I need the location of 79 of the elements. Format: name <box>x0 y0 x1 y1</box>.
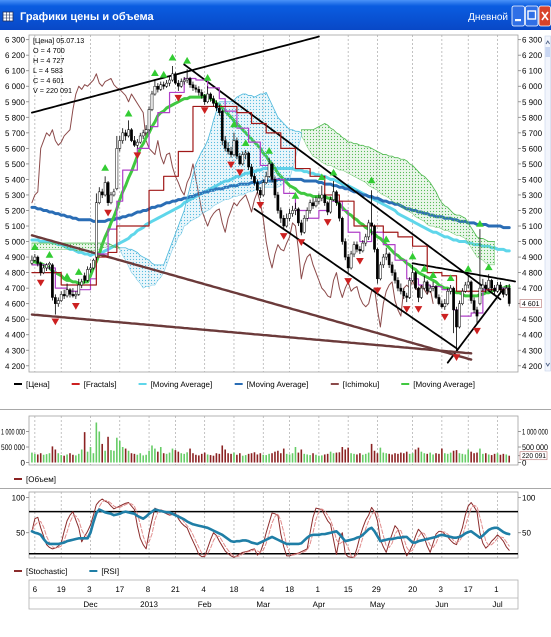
y-tick-label: 6 300 <box>4 36 26 45</box>
x-tick-label: 18 <box>285 585 295 594</box>
legend-label: [Moving Average] <box>150 380 212 389</box>
y2-tick-label: 4 700 <box>522 284 543 294</box>
y2-tick-label: 5 200 <box>522 206 543 216</box>
y-tick-label: 5 800 <box>4 113 26 122</box>
x-tick-label: 6 <box>32 585 38 594</box>
x-tick-label: 21 <box>170 585 180 594</box>
y2-tick-label: 5 400 <box>522 175 543 184</box>
y2-tick-label: 5 000 <box>522 238 543 247</box>
y-tick-label: 6 000 <box>4 82 26 92</box>
legend-label: [RSI] <box>101 567 120 576</box>
x-tick-label: 19 <box>56 585 66 594</box>
chart-subtitle: Дневной <box>468 12 508 23</box>
x-tick-label: 17 <box>464 585 474 594</box>
y-tick-label: 100 <box>12 494 26 503</box>
y2-tick-label: 5 100 <box>522 222 543 232</box>
y2-tick-label: 100 <box>522 494 536 503</box>
legend-label: [Цена] <box>26 380 50 389</box>
x-tick-label: 3 Dec <box>83 585 98 609</box>
y-tick-label: 4 400 <box>4 330 26 340</box>
y-tick-label: 500 000 <box>1 442 25 452</box>
y2-tick-label: 6 300 <box>522 36 543 45</box>
y2-tick-label: 6 200 <box>522 51 543 60</box>
chart-title: Графики цены и объема <box>20 11 155 23</box>
y-tick-label: 5 100 <box>4 222 26 232</box>
y2-tick-label: 5 800 <box>522 113 543 122</box>
legend-label: [Moving Average] <box>413 380 475 389</box>
y-tick-label: 4 600 <box>4 300 26 309</box>
x-tick-label: 1 Apr <box>312 585 326 609</box>
y2-tick-label: 4 200 <box>522 362 543 371</box>
y2-tick-label: 4 500 <box>522 315 543 324</box>
y2-tick-label: 5 900 <box>522 98 543 107</box>
y2-tick-label: 4 800 <box>522 268 543 278</box>
y-tick-label: 5 900 <box>4 98 26 107</box>
y2-tick-label: 6 000 <box>522 82 543 92</box>
legend-label: [Stochastic] <box>26 567 68 576</box>
x-tick-label: 4 Feb <box>198 585 212 609</box>
y-tick-label: 5 200 <box>4 206 26 216</box>
x-tick-label: 3 Jun <box>435 585 448 609</box>
y-tick-label: 4 300 <box>4 346 26 356</box>
y-tick-label: 5 300 <box>4 190 26 200</box>
y-tick-label: 4 500 <box>4 315 26 324</box>
y-tick-label: 4 200 <box>4 362 26 371</box>
x-tick-label: 4 Mar <box>256 585 270 609</box>
x-tick-label: 29 May <box>370 585 386 609</box>
y-tick-label: 4 900 <box>4 253 26 262</box>
y2-tick-label: 5 700 <box>522 128 543 138</box>
y-tick-label: 4 800 <box>4 268 26 278</box>
y-tick-label: 50 <box>16 528 26 538</box>
legend-label: [Объем] <box>26 475 56 484</box>
y2-tick-label: 500 000 <box>522 442 548 452</box>
y2-tick-label: 0 <box>522 458 527 468</box>
legend-label: [Moving Average] <box>246 380 308 389</box>
x-tick-label: 17 <box>115 585 125 594</box>
y2-tick-label: 5 500 <box>522 160 543 169</box>
y-tick-label: 5 400 <box>4 175 26 184</box>
y-tick-label: 5 000 <box>4 238 26 247</box>
y2-tick-label: 4 900 <box>522 253 543 262</box>
y2-tick-label: 5 300 <box>522 190 543 200</box>
y2-tick-label: 4 400 <box>522 330 543 340</box>
legend-label: [Ichimoku] <box>342 380 380 389</box>
y2-tick-label: 6 100 <box>522 66 543 76</box>
y2-tick-label: 4 300 <box>522 346 543 356</box>
y2-tick-label: 5 600 <box>522 144 543 154</box>
y-tick-label: 5 700 <box>4 128 26 138</box>
y-tick-label: 6 100 <box>4 66 26 76</box>
y-tick-label: 6 200 <box>4 51 26 60</box>
y-tick-label: 5 500 <box>4 160 26 169</box>
x-tick-label: 1 Jul <box>492 585 503 609</box>
x-tick-label: 18 <box>230 585 239 594</box>
y2-tick-label: 50 <box>522 528 532 538</box>
y-tick-label: 5 600 <box>4 144 26 154</box>
y-tick-label: 4 700 <box>4 284 26 294</box>
x-tick-label: 15 <box>344 585 354 594</box>
legend-label: [Fractals] <box>84 380 117 389</box>
x-tick-label: 8 2013 <box>140 585 159 609</box>
y-tick-label: 0 <box>20 458 26 468</box>
x-tick-label: 20 <box>408 585 418 594</box>
